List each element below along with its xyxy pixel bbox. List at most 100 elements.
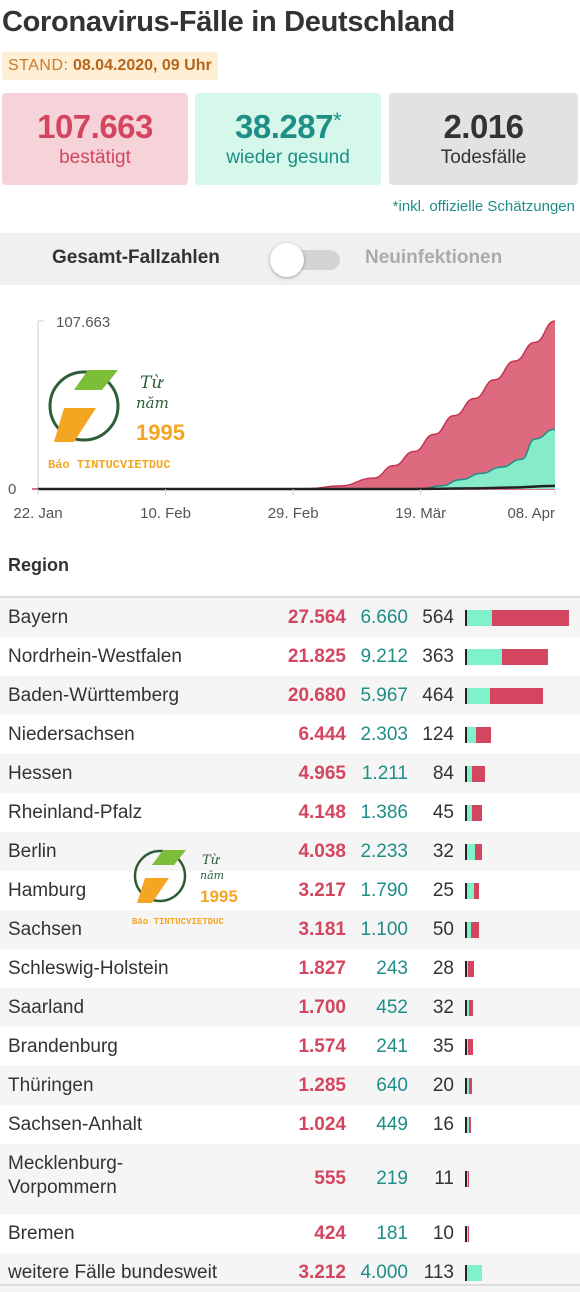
confirmed-cell: 4.965 [298, 763, 346, 784]
bar-confirmed-segment [489, 688, 544, 704]
table-row: Sachsen 3.181 1.100 50 [0, 910, 580, 949]
recovered-cell: 2.233 [360, 841, 408, 862]
bar-confirmed-segment [467, 961, 474, 977]
table-row: Berlin 4.038 2.233 32 [0, 832, 580, 871]
region-name: Baden-Württemberg [8, 685, 180, 706]
region-name: Brandenburg [8, 1036, 118, 1057]
x-tick-label: 10. Feb [140, 505, 191, 522]
bar-recovered-segment [467, 883, 474, 899]
recovered-cell: 181 [376, 1223, 408, 1244]
deaths-cell: 32 [432, 841, 454, 862]
confirmed-card: 107.663 bestätigt [2, 93, 188, 185]
recovered-cell: 1.386 [360, 802, 408, 823]
table-row: Saarland 1.700 452 32 [0, 988, 580, 1027]
recovered-card: 38.287* wieder gesund [195, 93, 381, 185]
region-name: Rheinland-Pfalz [8, 802, 143, 823]
region-column-header: Region [8, 555, 69, 575]
bar-recovered-segment [467, 1171, 468, 1187]
toggle-label-new[interactable]: Neuinfektionen [365, 247, 503, 268]
confirmed-cell: 3.212 [298, 1262, 346, 1283]
bar-confirmed-segment [475, 727, 491, 743]
table-row: Mecklenburg-Vorpommern 555 219 11 [0, 1144, 580, 1214]
watermark-brand: Báo TINTUCVIETDUC [48, 458, 170, 472]
deaths-cell: 28 [432, 958, 454, 979]
case-bar [465, 1265, 483, 1281]
deaths-cell: 50 [432, 919, 454, 940]
toggle-label-total[interactable]: Gesamt-Fallzahlen [52, 247, 220, 268]
estimate-footnote: *inkl. offizielle Schätzungen [392, 198, 575, 215]
region-name: Niedersachsen [8, 724, 135, 745]
recovered-cell: 1.790 [360, 880, 408, 901]
bar-recovered-segment [467, 688, 490, 704]
confirmed-cell: 27.564 [287, 607, 346, 628]
bar-confirmed-segment [468, 1117, 471, 1133]
recovered-cell: 4.000 [360, 1262, 408, 1283]
case-bar [465, 727, 491, 743]
bar-recovered-segment [467, 1265, 483, 1281]
bar-recovered-segment [467, 844, 476, 860]
bar-confirmed-segment [473, 883, 480, 899]
recovered-cell: 243 [376, 958, 408, 979]
table-row: Baden-Württemberg 20.680 5.967 464 [0, 676, 580, 715]
x-tick-label: 08. Apr [507, 505, 555, 522]
bar-recovered-segment [467, 610, 493, 626]
case-bar [465, 1226, 469, 1242]
recovered-cell: 2.303 [360, 724, 408, 745]
confirmed-cell: 1.827 [298, 958, 346, 979]
deaths-cell: 113 [423, 1262, 454, 1283]
region-name: Hamburg [8, 880, 87, 901]
region-name: Bremen [8, 1223, 75, 1244]
region-name: Schleswig-Holstein [8, 958, 169, 979]
region-name: Berlin [8, 841, 57, 862]
deaths-label: Todesfälle [440, 147, 527, 168]
bar-deaths-segment [465, 610, 467, 626]
bar-deaths-segment [465, 1171, 467, 1187]
bar-confirmed-segment [492, 610, 569, 626]
recovered-label: wieder gesund [226, 147, 350, 168]
table-row: Thüringen 1.285 640 20 [0, 1066, 580, 1105]
case-bar [465, 688, 544, 704]
recovered-cell: 449 [376, 1114, 408, 1135]
watermark-line1: Từ [202, 853, 221, 868]
toggle-knob[interactable] [270, 243, 304, 277]
page-title: Coronavirus-Fälle in Deutschland [2, 6, 455, 38]
series-line-deaths [37, 484, 556, 491]
confirmed-cell: 1.285 [298, 1075, 346, 1096]
view-toggle-switch[interactable] [270, 243, 340, 277]
region-name: Hessen [8, 763, 73, 784]
deaths-card: 2.016 Todesfälle [389, 93, 578, 185]
recovered-cell: 6.660 [360, 607, 408, 628]
deaths-count: 2.016 [443, 108, 524, 145]
timestamp-value: 08.04.2020, 09 Uhr [72, 57, 212, 74]
bar-deaths-segment [465, 1078, 467, 1094]
recovered-asterisk: * [332, 108, 342, 133]
recovered-cell: 5.967 [360, 685, 408, 706]
region-name: Bayern [8, 607, 69, 628]
confirmed-cell: 3.217 [298, 880, 346, 901]
case-bar [465, 1000, 474, 1016]
timestamp-badge: STAND: 08.04.2020, 09 Uhr [2, 52, 218, 80]
bar-deaths-segment [465, 883, 467, 899]
cases-area-chart: 107.663 0 22. Jan 10. Feb 29. Feb 19. Mär 08. … [8, 314, 556, 522]
table-row: Nordrhein-Westfalen 21.825 9.212 363 [0, 637, 580, 676]
case-bar [465, 649, 548, 665]
table-row: Hamburg 3.217 1.790 25 [0, 871, 580, 910]
region-name: Thüringen [8, 1075, 94, 1096]
deaths-cell: 363 [422, 646, 454, 667]
confirmed-cell: 555 [314, 1168, 346, 1189]
case-bar [465, 766, 486, 782]
watermark-logo: Từ năm 1995 Báo TINTUCVIETDUC [132, 849, 238, 927]
bar-deaths-segment [465, 1000, 467, 1016]
region-name: Sachsen-Anhalt [8, 1114, 143, 1135]
confirmed-cell: 1.574 [298, 1036, 346, 1057]
deaths-cell: 10 [432, 1223, 454, 1244]
deaths-cell: 16 [432, 1114, 454, 1135]
watermark-line2: năm [136, 394, 169, 412]
y-tick-label-max: 107.663 [56, 314, 110, 331]
table-row: Sachsen-Anhalt 1.024 449 16 [0, 1105, 580, 1144]
watermark-year: 1995 [200, 887, 238, 906]
bar-recovered-segment [467, 649, 502, 665]
bar-deaths-segment [465, 844, 467, 860]
confirmed-label: bestätigt [59, 147, 131, 168]
table-row: Schleswig-Holstein 1.827 243 28 [0, 949, 580, 988]
